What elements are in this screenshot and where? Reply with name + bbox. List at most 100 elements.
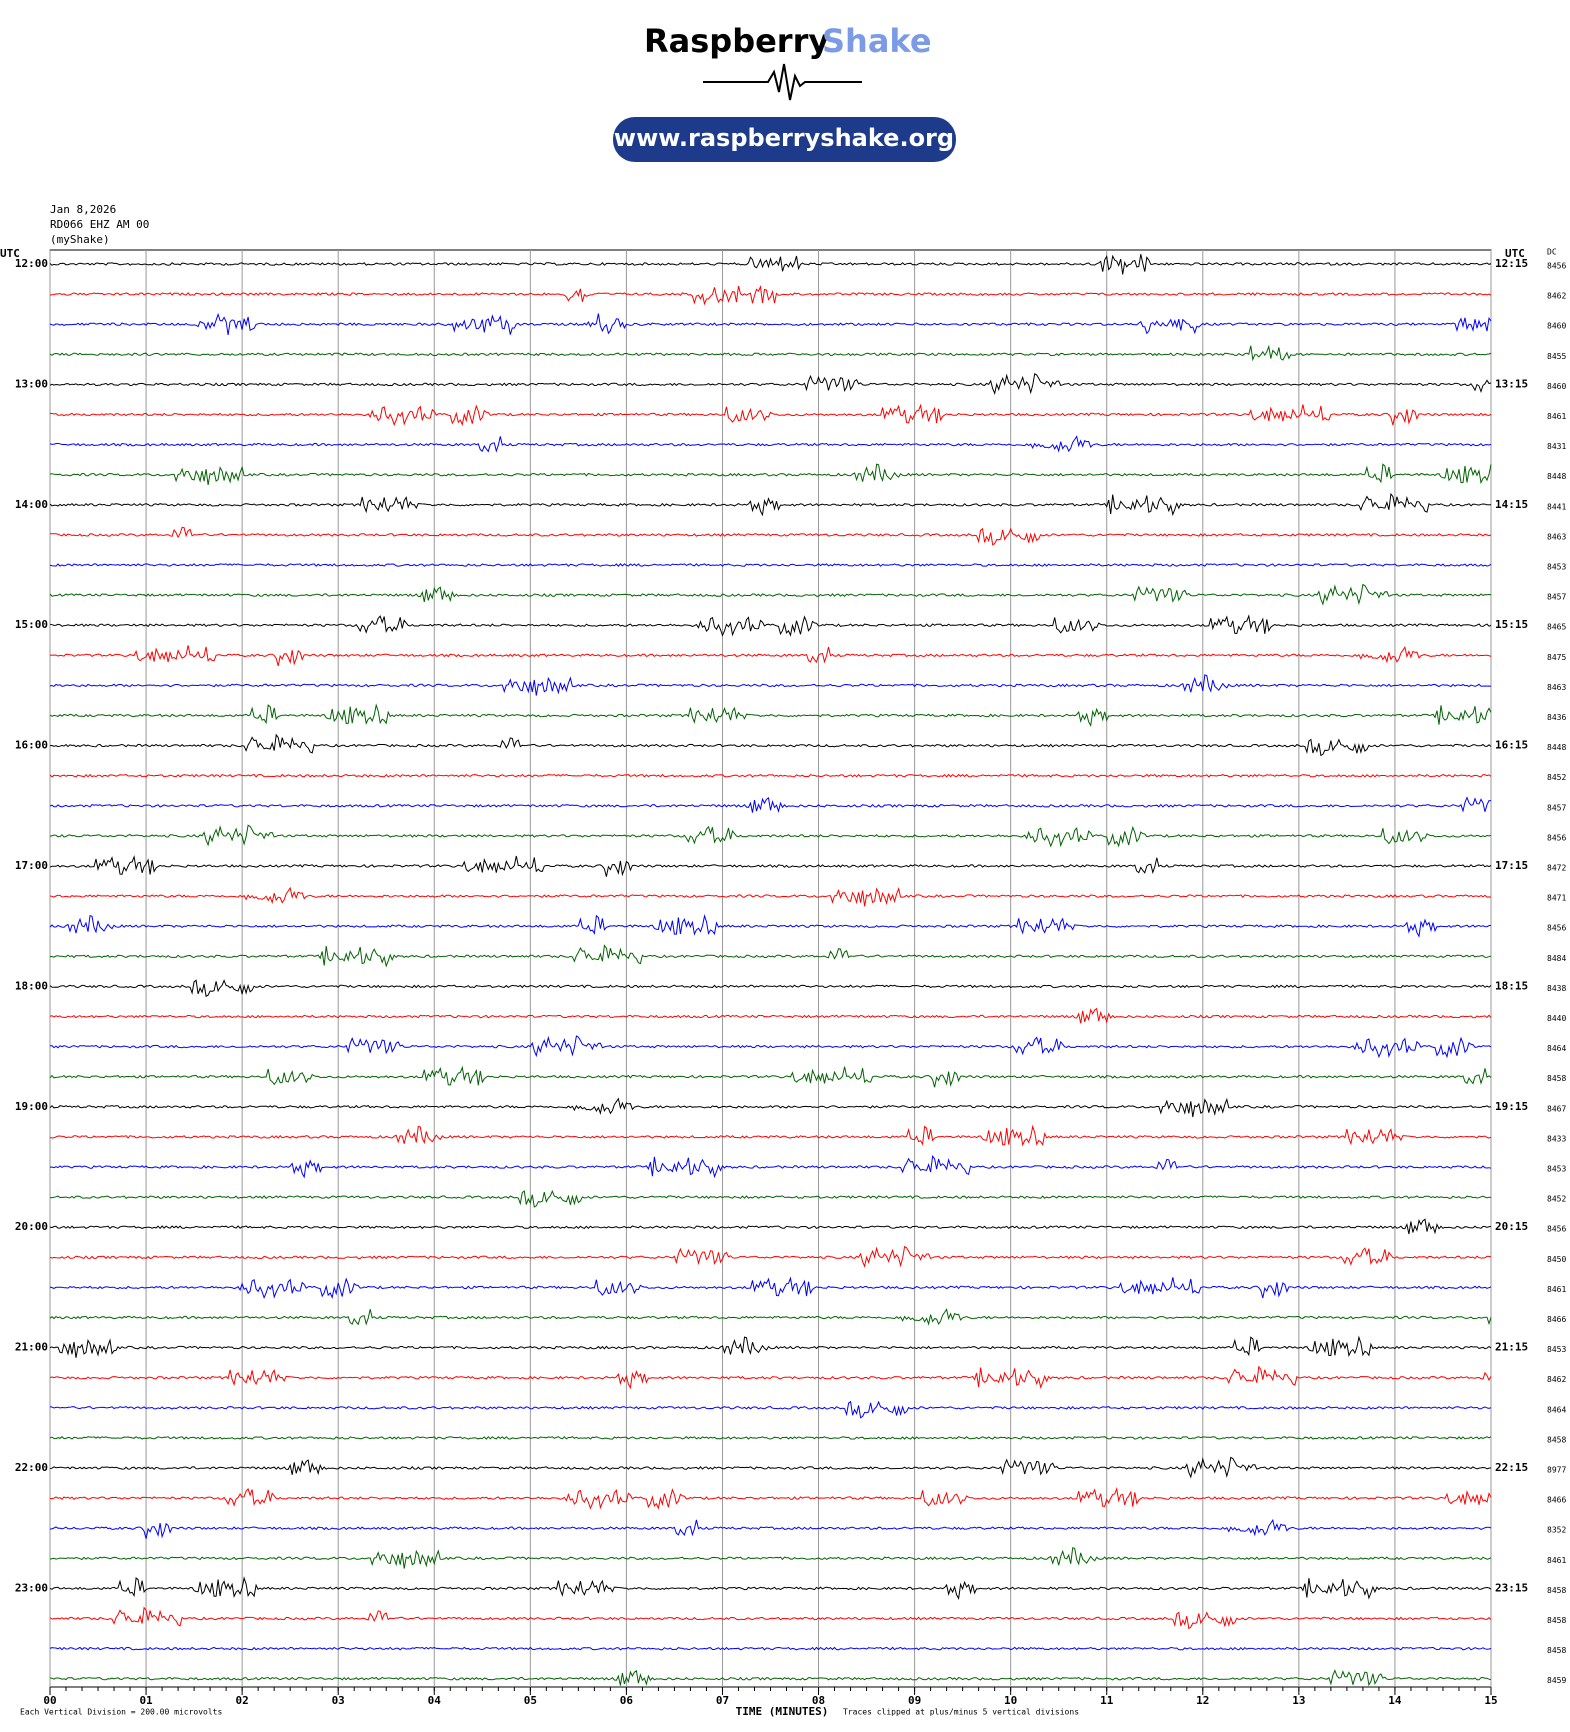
right-time: 23:15 [1495,1581,1528,1594]
x-tick-label: 14 [1388,1694,1402,1707]
dc-value: 8456 [1547,262,1566,271]
trace [50,403,1492,427]
dc-value: 8461 [1547,1556,1566,1565]
trace [49,1518,1492,1539]
trace [49,1400,1492,1419]
x-tick-label: 10 [1004,1694,1017,1707]
trace [49,979,1492,998]
dc-value: 8448 [1547,472,1566,481]
trace [49,1035,1492,1059]
trace [49,1065,1492,1088]
right-time: 15:15 [1495,618,1528,631]
dc-value: 8460 [1547,322,1566,331]
left-time: 14:00 [15,498,48,511]
trace [49,1154,1492,1179]
right-time: 22:15 [1495,1461,1528,1474]
dc-value: 8452 [1547,1195,1566,1204]
trace [49,944,1492,968]
trace [49,373,1492,396]
dc-value: 8352 [1547,1526,1566,1535]
dc-label: DC [1547,248,1557,257]
url-pill [613,117,956,162]
right-time: 19:15 [1495,1100,1528,1113]
x-tick-label: 01 [139,1694,153,1707]
right-time: 18:15 [1495,979,1528,992]
dc-value: 8977 [1547,1466,1566,1475]
dc-value: 8484 [1547,954,1566,963]
dc-value: 8441 [1547,502,1566,511]
trace [49,913,1492,938]
dc-value: 8458 [1547,1646,1566,1655]
x-tick-label: 00 [43,1694,56,1707]
trace [49,583,1492,606]
x-tick-label: 05 [524,1694,537,1707]
x-tick-label: 13 [1292,1694,1305,1707]
dc-value: 8467 [1547,1104,1566,1113]
trace [49,1646,1492,1651]
x-tick-label: 07 [716,1694,729,1707]
dc-value: 8460 [1547,382,1566,391]
trace [49,1097,1492,1118]
brand-accent: Shake [822,22,932,60]
source: (myShake) [50,233,110,246]
dc-value: 8440 [1547,1014,1566,1023]
trace [49,886,1492,907]
x-tick-label: 03 [332,1694,345,1707]
scale-note: Each Vertical Division = 200.00 microvol… [20,1708,222,1717]
trace [49,435,1492,453]
left-time: 20:00 [15,1220,48,1233]
trace [49,1218,1492,1235]
dc-value: 8463 [1547,683,1566,692]
dc-value: 8431 [1547,442,1566,451]
trace [49,1276,1492,1300]
left-time: 17:00 [15,859,48,872]
trace [49,1007,1492,1024]
trace [49,796,1491,813]
dc-value: 8471 [1547,894,1566,903]
dc-value: 8466 [1547,1496,1566,1505]
dc-value: 8462 [1547,292,1566,301]
left-time: 15:00 [15,618,48,631]
trace [49,285,1492,306]
trace [49,1576,1492,1600]
trace [49,1335,1492,1358]
x-label: TIME (MINUTES) [736,1705,829,1718]
trace [49,312,1492,335]
utc-right: UTC [1505,247,1525,260]
dc-value: 8452 [1547,773,1566,782]
trace [49,1456,1492,1479]
dc-value: 8463 [1547,532,1566,541]
logo-wave [703,63,862,101]
right-time: 16:15 [1495,739,1528,752]
trace [49,1669,1492,1687]
plot-frame [49,249,1492,1688]
dc-value: 8455 [1547,352,1566,361]
right-time: 17:15 [1495,859,1528,872]
trace [49,1547,1492,1569]
dc-value: 8465 [1547,623,1566,632]
trace [49,254,1492,275]
utc-left: UTC [0,247,20,260]
left-time: 23:00 [15,1581,48,1594]
dc-value: 8464 [1547,1044,1566,1053]
dc-value: 8453 [1547,1165,1566,1174]
right-time: 14:15 [1495,498,1528,511]
trace [49,344,1492,362]
dc-value: 8456 [1547,833,1566,842]
trace [49,1435,1492,1440]
dc-value: 8450 [1547,1255,1566,1264]
left-time: 18:00 [15,979,48,992]
trace [49,703,1492,728]
x-tick-label: 04 [428,1694,442,1707]
x-tick-label: 09 [908,1694,921,1707]
right-time: 21:15 [1495,1341,1528,1354]
trace [49,773,1492,778]
dc-value: 8453 [1547,1345,1566,1354]
dc-value: 8464 [1547,1405,1566,1414]
dc-value: 8448 [1547,743,1566,752]
dc-value: 8466 [1547,1315,1566,1324]
right-time: 12:15 [1495,257,1528,270]
dc-value: 8438 [1547,984,1566,993]
x-tick-label: 02 [236,1694,249,1707]
